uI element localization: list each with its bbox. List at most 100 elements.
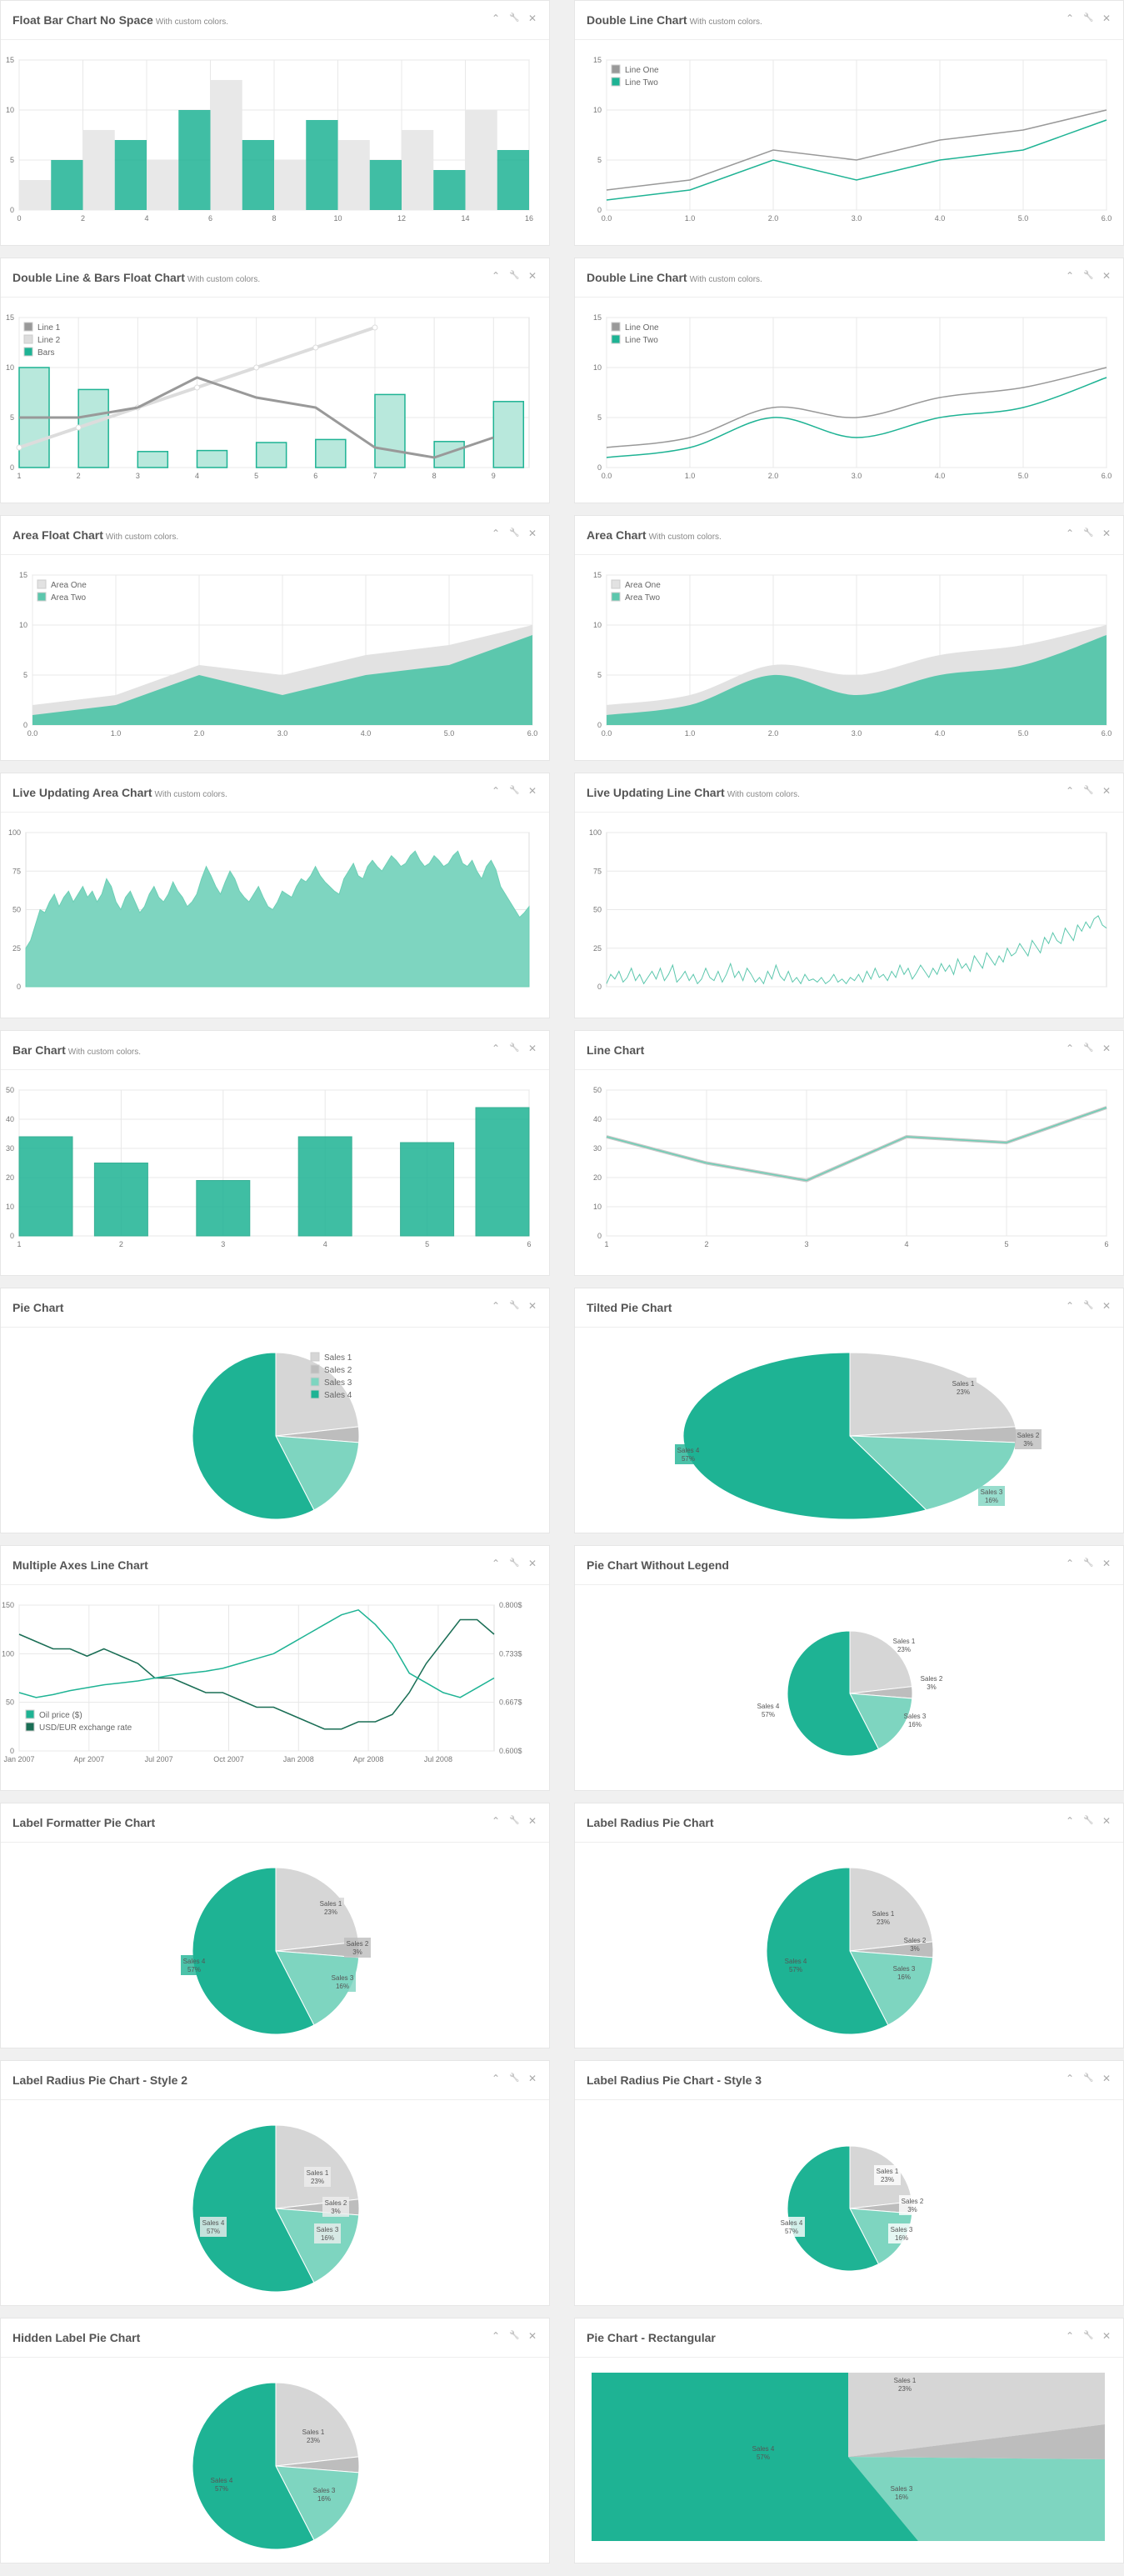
bar xyxy=(337,140,370,210)
data-label-text: 16% xyxy=(895,2234,908,2242)
bar xyxy=(242,140,274,210)
wrench-icon[interactable]: 🔧 xyxy=(1083,2073,1094,2083)
close-icon[interactable]: ✕ xyxy=(527,2330,537,2342)
close-icon[interactable]: ✕ xyxy=(527,13,537,24)
close-icon[interactable]: ✕ xyxy=(527,1300,537,1312)
series-line xyxy=(606,109,1107,191)
wrench-icon[interactable]: 🔧 xyxy=(1083,1558,1094,1568)
close-icon[interactable]: ✕ xyxy=(1102,13,1112,24)
data-label: Sales 123% xyxy=(302,2428,325,2444)
x-tick-label: Apr 2008 xyxy=(353,1755,384,1763)
wrench-icon[interactable]: 🔧 xyxy=(1083,1043,1094,1053)
x-tick-label: 6.0 xyxy=(527,729,538,738)
close-icon[interactable]: ✕ xyxy=(1102,1300,1112,1312)
close-icon[interactable]: ✕ xyxy=(527,270,537,282)
chevron-up-icon[interactable]: ⌃ xyxy=(1065,1043,1075,1054)
wrench-icon[interactable]: 🔧 xyxy=(509,271,520,280)
chevron-up-icon[interactable]: ⌃ xyxy=(1065,13,1075,24)
y-tick-label: 10 xyxy=(593,363,602,372)
x-tick-label: 0.0 xyxy=(602,214,612,223)
close-icon[interactable]: ✕ xyxy=(527,785,537,797)
data-label-text: 3% xyxy=(927,1683,937,1691)
close-icon[interactable]: ✕ xyxy=(1102,785,1112,797)
wrench-icon[interactable]: 🔧 xyxy=(1083,271,1094,280)
x-tick-label: 4 xyxy=(144,214,148,223)
panel-subtitle: With custom colors. xyxy=(155,18,229,27)
close-icon[interactable]: ✕ xyxy=(1102,2073,1112,2084)
wrench-icon[interactable]: 🔧 xyxy=(509,1043,520,1053)
panel-tools: ⌃ 🔧 ✕ xyxy=(491,1300,537,1312)
legend-label: Sales 2 xyxy=(324,1366,352,1375)
chevron-up-icon[interactable]: ⌃ xyxy=(1065,270,1075,282)
pie-slice xyxy=(848,2424,1105,2459)
close-icon[interactable]: ✕ xyxy=(1102,2330,1112,2342)
panel-subtitle: With custom colors. xyxy=(689,18,762,27)
chevron-up-icon[interactable]: ⌃ xyxy=(491,13,501,24)
close-icon[interactable]: ✕ xyxy=(1102,270,1112,282)
close-icon[interactable]: ✕ xyxy=(527,1558,537,1569)
chevron-up-icon[interactable]: ⌃ xyxy=(491,528,501,539)
chevron-up-icon[interactable]: ⌃ xyxy=(1065,2330,1075,2342)
wrench-icon[interactable]: 🔧 xyxy=(509,1816,520,1825)
close-icon[interactable]: ✕ xyxy=(1102,1043,1112,1054)
x-tick-label: 1.0 xyxy=(111,729,122,738)
data-label-text: Sales 4 xyxy=(183,1958,206,1965)
close-icon[interactable]: ✕ xyxy=(527,2073,537,2084)
legend-swatch xyxy=(310,1364,320,1374)
data-label-text: 16% xyxy=(985,1497,998,1504)
close-icon[interactable]: ✕ xyxy=(1102,528,1112,539)
wrench-icon[interactable]: 🔧 xyxy=(509,786,520,795)
chevron-up-icon[interactable]: ⌃ xyxy=(491,2330,501,2342)
panel-header: Label Radius Pie Chart - Style 2 ⌃ 🔧 ✕ xyxy=(1,2061,549,2100)
chevron-up-icon[interactable]: ⌃ xyxy=(491,1300,501,1312)
chevron-up-icon[interactable]: ⌃ xyxy=(491,1558,501,1569)
close-icon[interactable]: ✕ xyxy=(1102,1815,1112,1827)
x-tick-label: 16 xyxy=(525,214,533,223)
wrench-icon[interactable]: 🔧 xyxy=(1083,528,1094,538)
wrench-icon[interactable]: 🔧 xyxy=(1083,786,1094,795)
chart-svg: 0 10 20 30 40 50 1 2 3 4 5 6 xyxy=(593,1086,1109,1248)
chevron-up-icon[interactable]: ⌃ xyxy=(491,2073,501,2084)
wrench-icon[interactable]: 🔧 xyxy=(509,1558,520,1568)
axes: 0 10 20 30 40 50 1 2 3 4 5 6 xyxy=(593,1086,1109,1248)
wrench-icon[interactable]: 🔧 xyxy=(509,528,520,538)
chevron-up-icon[interactable]: ⌃ xyxy=(491,785,501,797)
panel-subtitle: With custom colors. xyxy=(67,1048,142,1057)
chevron-up-icon[interactable]: ⌃ xyxy=(491,270,501,282)
data-label: Sales 123% xyxy=(950,1378,977,1398)
chevron-up-icon[interactable]: ⌃ xyxy=(1065,785,1075,797)
close-icon[interactable]: ✕ xyxy=(527,1043,537,1054)
wrench-icon[interactable]: 🔧 xyxy=(509,2073,520,2083)
panel-subtitle: With custom colors. xyxy=(154,790,227,799)
legend-label: Sales 4 xyxy=(324,1391,352,1400)
chevron-up-icon[interactable]: ⌃ xyxy=(1065,2073,1075,2084)
wrench-icon[interactable]: 🔧 xyxy=(1083,1816,1094,1825)
y-tick-label: 40 xyxy=(593,1115,602,1123)
x-tick-label: Jul 2008 xyxy=(424,1755,452,1763)
chevron-up-icon[interactable]: ⌃ xyxy=(1065,1558,1075,1569)
chevron-up-icon[interactable]: ⌃ xyxy=(1065,528,1075,539)
wrench-icon[interactable]: 🔧 xyxy=(1083,2331,1094,2340)
close-icon[interactable]: ✕ xyxy=(1102,1558,1112,1569)
pie-slice xyxy=(849,1950,934,2026)
panel-tools: ⌃ 🔧 ✕ xyxy=(491,528,537,539)
wrench-icon[interactable]: 🔧 xyxy=(1083,1301,1094,1310)
chevron-up-icon[interactable]: ⌃ xyxy=(491,1815,501,1827)
panel-tools: ⌃ 🔧 ✕ xyxy=(1065,1815,1112,1827)
close-icon[interactable]: ✕ xyxy=(527,528,537,539)
wrench-icon[interactable]: 🔧 xyxy=(509,1301,520,1310)
x-tick-label: 1.0 xyxy=(685,472,696,480)
close-icon[interactable]: ✕ xyxy=(527,1815,537,1827)
chevron-up-icon[interactable]: ⌃ xyxy=(1065,1300,1075,1312)
chevron-up-icon[interactable]: ⌃ xyxy=(1065,1815,1075,1827)
wrench-icon[interactable]: 🔧 xyxy=(509,2331,520,2340)
y-tick-label: 75 xyxy=(593,867,602,875)
chevron-up-icon[interactable]: ⌃ xyxy=(491,1043,501,1054)
x-tick-label: 6.0 xyxy=(1102,472,1112,480)
data-label-text: Sales 3 xyxy=(317,2226,339,2233)
wrench-icon[interactable]: 🔧 xyxy=(509,13,520,23)
wrench-icon[interactable]: 🔧 xyxy=(1083,13,1094,23)
y-tick-label: 5 xyxy=(10,156,14,164)
bar xyxy=(369,160,402,210)
